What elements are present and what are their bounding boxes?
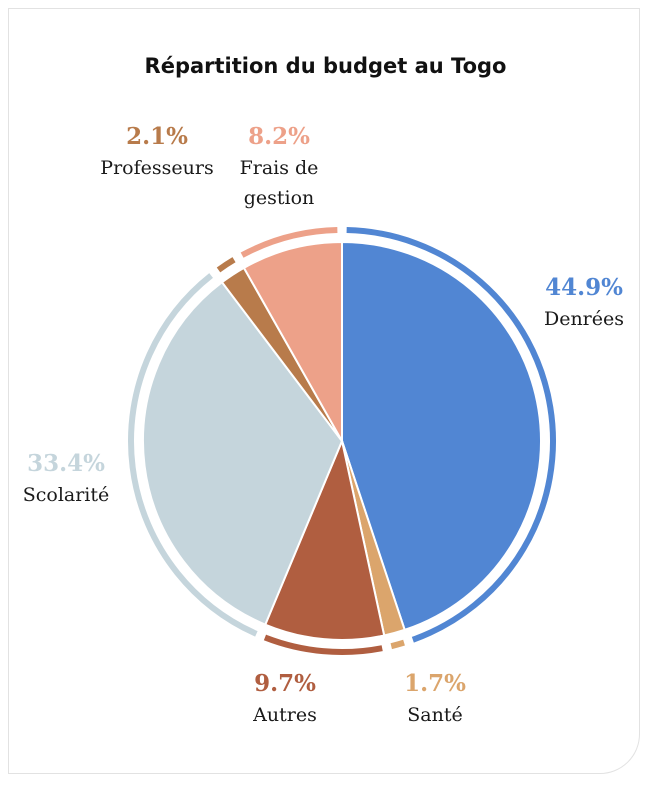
value-label-sante: 1.7% (404, 670, 466, 697)
value-label-frais-de-gestion: 8.2% (248, 123, 310, 150)
ring-arc-denrees (346, 227, 556, 643)
value-label-denrees: 44.9% (545, 274, 623, 301)
pie-slice-denrees (341, 240, 542, 632)
category-label-sante: Santé (407, 704, 462, 726)
pie-slices (142, 240, 542, 641)
category-label-denrees: Denrées (544, 308, 624, 330)
category-label-autres: Autres (252, 704, 317, 726)
pie-slice-autres (263, 437, 386, 641)
ring-arc-autres (263, 634, 383, 655)
ring-arc-professeurs (216, 257, 236, 273)
outer-rings (128, 227, 556, 655)
pie-slice-frais-de-gestion (242, 240, 343, 445)
pie-slice-scolarite (142, 280, 344, 626)
category-label-frais-de-gestion-1: Frais de (240, 157, 319, 179)
ring-arc-frais-de-gestion (240, 227, 338, 258)
slice-labels: 44.9% Denrées 1.7% Santé 9.7% Autres 33.4% Scol… (23, 123, 624, 726)
value-label-scolarite: 33.4% (27, 450, 105, 477)
chart-title: Répartition du budget au Togo (144, 54, 507, 78)
value-label-professeurs: 2.1% (126, 123, 188, 150)
ring-arc-scolarite (128, 273, 258, 637)
category-label-professeurs: Professeurs (100, 157, 213, 179)
ring-arc-sante (390, 639, 405, 650)
category-label-frais-de-gestion-2: gestion (244, 187, 315, 209)
category-label-scolarite: Scolarité (23, 484, 110, 506)
value-label-autres: 9.7% (254, 670, 316, 697)
